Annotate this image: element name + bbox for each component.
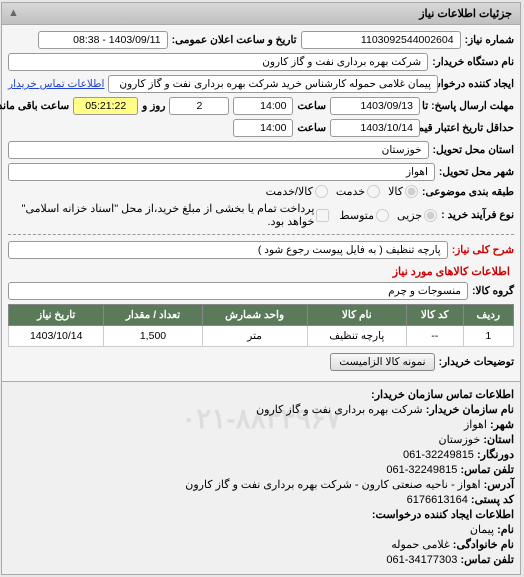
contact-province: خوزستان [439,434,481,446]
sample-required-button[interactable]: نمونه کالا الزامیست [331,353,435,371]
need-no-label: شماره نیاز: [466,34,515,46]
days-field: 2 [170,97,230,115]
contact-name: پیمان [471,524,495,536]
contact-tel: 32249815-061 [387,464,458,476]
city-field: اهواز [9,163,436,181]
validity-date-field: 1403/10/14 [331,119,421,137]
contact-tel2: 34177303-061 [387,554,458,566]
need-no-field: 1103092544002604 [302,31,462,49]
deadline-date-field: 1403/09/13 [331,97,421,115]
radio-kala[interactable]: کالا [389,185,419,198]
divider-1 [9,234,515,235]
time-label-2: ساعت [298,122,327,134]
notes-label: توضیحات خریدار: [440,356,515,368]
creator-label: ایجاد کننده درخواست: [443,78,515,90]
remaining-label: ساعت باقی مانده [0,100,70,112]
process-label: نوع فرآیند خرید : [442,209,515,221]
contact-org: شرکت بهره برداری نفت و گاز کارون [257,404,424,416]
need-desc-label: شرح کلی نیاز: [453,244,515,256]
table-header: نام کالا [308,305,407,326]
items-section-title: اطلاعات کالاهای مورد نیاز [13,265,511,278]
table-cell: پارچه تنظیف [308,326,407,347]
time-label-1: ساعت [298,100,327,112]
remaining-time-field: 05:21:22 [74,97,139,115]
announce-label: تاریخ و ساعت اعلان عمومی: [173,34,298,46]
items-table: ردیفکد کالانام کالاواحد شمارشتعداد / مقد… [9,304,515,347]
creator-field: پیمان غلامی حموله کارشناس خرید شرکت بهره… [109,75,439,93]
buyer-org-field: شرکت بهره برداری نفت و گاز کارون [9,53,429,71]
days-label: روز و [143,100,166,112]
panel-body: شماره نیاز: 1103092544002604 تاریخ و ساع… [3,25,521,381]
buyer-contact-link[interactable]: اطلاعات تماس خریدار [9,78,105,90]
announce-field: 1403/09/11 - 08:38 [39,31,169,49]
table-cell: 1,500 [105,326,203,347]
contact-city: اهواز [465,419,488,431]
table-header: تعداد / مقدار [105,305,203,326]
table-row[interactable]: 1--پارچه تنظیفمتر1,5001403/10/14 [10,326,515,347]
validity-label: حداقل تاریخ اعتبار قیمت: تا تاریخ: [425,122,515,134]
group-field: منسوجات و چرم [9,282,469,300]
contact-addr: اهواز - ناحیه صنعتی کارون - شرکت بهره بر… [186,479,481,491]
group-label: گروه کالا: [473,285,515,297]
table-header: کد کالا [407,305,464,326]
province-field: خوزستان [9,141,430,159]
province-label: استان محل تحویل: [434,144,515,156]
details-panel: جزئیات اطلاعات نیاز ▲ شماره نیاز: 110309… [2,2,522,575]
deadline-time-field: 14:00 [234,97,294,115]
city-label: شهر محل تحویل: [440,166,515,178]
deadline-label: مهلت ارسال پاسخ: تا تاریخ: [425,100,515,112]
contact-header: اطلاعات تماس سازمان خریدار: [372,389,515,401]
collapse-icon[interactable]: ▲ [9,7,20,19]
validity-time-field: 14:00 [234,119,294,137]
table-cell: 1 [464,326,514,347]
radio-jozi[interactable]: جزیی [398,209,438,222]
table-cell: -- [407,326,464,347]
table-cell: متر [203,326,308,347]
subject-radio-group: کالا خدمت کالا/خدمت [267,185,419,198]
table-header: واحد شمارش [203,305,308,326]
contact-family: غلامی حموله [392,539,451,551]
contact-fax: 32249815-061 [404,449,475,461]
process-radio-group: جزیی متوسط [340,209,438,222]
table-cell: 1403/10/14 [10,326,105,347]
panel-header: جزئیات اطلاعات نیاز ▲ [3,3,521,25]
radio-service[interactable]: خدمت [337,185,381,198]
contact-post: 6176613164 [408,494,469,506]
creator2-header: اطلاعات ایجاد کننده درخواست: [373,509,515,521]
subject-cat-label: طبقه بندی موضوعی: [423,186,515,198]
contact-block: ۰۲۱-۸۸۳۴۹۶۷ اطلاعات تماس سازمان خریدار: … [3,381,521,574]
need-desc-field: پارچه تنظیف ( به فایل پیوست رجوع شود ) [9,241,449,259]
table-header: تاریخ نیاز [10,305,105,326]
buyer-org-label: نام دستگاه خریدار: [433,56,515,68]
treasury-checkbox[interactable]: پرداخت تمام یا بخشی از مبلغ خرید،از محل … [9,202,330,228]
panel-title: جزئیات اطلاعات نیاز [420,8,513,20]
radio-kala-service[interactable]: کالا/خدمت [267,185,329,198]
radio-medium[interactable]: متوسط [340,209,390,222]
table-header: ردیف [464,305,514,326]
